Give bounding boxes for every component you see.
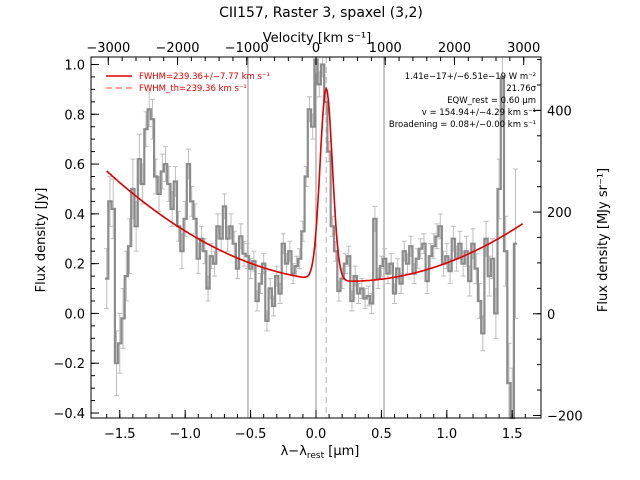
x-tick-label: 1.0: [436, 427, 457, 442]
x-axis-label: λ−λrest [μm]: [281, 444, 360, 461]
annotation-broadening: Broadening = 0.08+/−0.00 km s⁻¹: [389, 120, 536, 130]
right-tick-label: 400: [547, 104, 572, 119]
y-tick-label: −0.2: [53, 357, 85, 372]
right-tick-label: 0: [547, 308, 555, 323]
right-y-axis-label: Flux density [MJy sr⁻¹]: [596, 168, 611, 312]
y-tick-label: 0.6: [64, 158, 85, 173]
annotation-flux: 1.41e−17+/−6.51e−19 W m⁻²: [405, 72, 536, 82]
fit-annotations: 1.41e−17+/−6.51e−19 W m⁻² 21.76σ EQW_res…: [389, 72, 537, 130]
axes: −1.5 −1.0 −0.5 0.0 0.5 1.0 1.5 −0.4 −0.2 0.0 0.2 0.…: [53, 41, 582, 442]
top-tick-label: 3000: [507, 41, 540, 56]
spectrum-line: [105, 58, 518, 420]
y-axis-label: Flux density [Jy]: [34, 188, 49, 293]
x-tick-label: 0.5: [371, 427, 392, 442]
x-tick-label: 1.5: [502, 427, 523, 442]
legend-entry-fwhm-th: FWHM_th=239.36 km s⁻¹: [139, 84, 247, 94]
legend: FWHM=239.36+/−7.77 km s⁻¹ FWHM_th=239.36…: [106, 72, 270, 94]
chart-title: CII157, Raster 3, spaxel (3,2): [219, 5, 423, 21]
y-tick-label: 0.0: [64, 307, 85, 322]
top-tick-label: 0: [312, 41, 320, 56]
y-tick-label: −0.4: [53, 407, 85, 422]
x-tick-label: −0.5: [235, 427, 267, 442]
right-tick-label: 200: [547, 206, 572, 221]
x-tick-label: −1.5: [104, 427, 136, 442]
top-tick-label: −1000: [225, 41, 269, 56]
legend-entry-fwhm: FWHM=239.36+/−7.77 km s⁻¹: [139, 72, 270, 82]
y-tick-label: 0.8: [64, 108, 85, 123]
x-tick-label: −1.0: [169, 427, 201, 442]
x-tick-label: 0.0: [306, 427, 327, 442]
top-axis-label: Velocity [km s⁻¹]: [263, 31, 371, 46]
annotation-snr: 21.76σ: [506, 84, 536, 94]
x-axis-label-main: λ−λ: [281, 444, 308, 459]
x-axis-label-sub: rest: [307, 451, 325, 461]
top-tick-label: −3000: [86, 41, 130, 56]
y-tick-label: 0.2: [64, 258, 85, 273]
annotation-velocity: v = 154.94+/−4.29 km s⁻¹: [422, 108, 536, 118]
y-tick-label: 0.4: [64, 208, 85, 223]
top-tick-label: 1000: [369, 41, 402, 56]
y-tick-label: 1.0: [64, 58, 85, 73]
right-tick-label: −200: [547, 409, 583, 424]
top-tick-label: −2000: [156, 41, 200, 56]
x-axis-label-unit: [μm]: [324, 444, 359, 459]
top-tick-label: 2000: [438, 41, 471, 56]
fit-line: [106, 86, 524, 282]
annotation-eqw: EQW_rest = 0.60 μm: [447, 96, 536, 106]
